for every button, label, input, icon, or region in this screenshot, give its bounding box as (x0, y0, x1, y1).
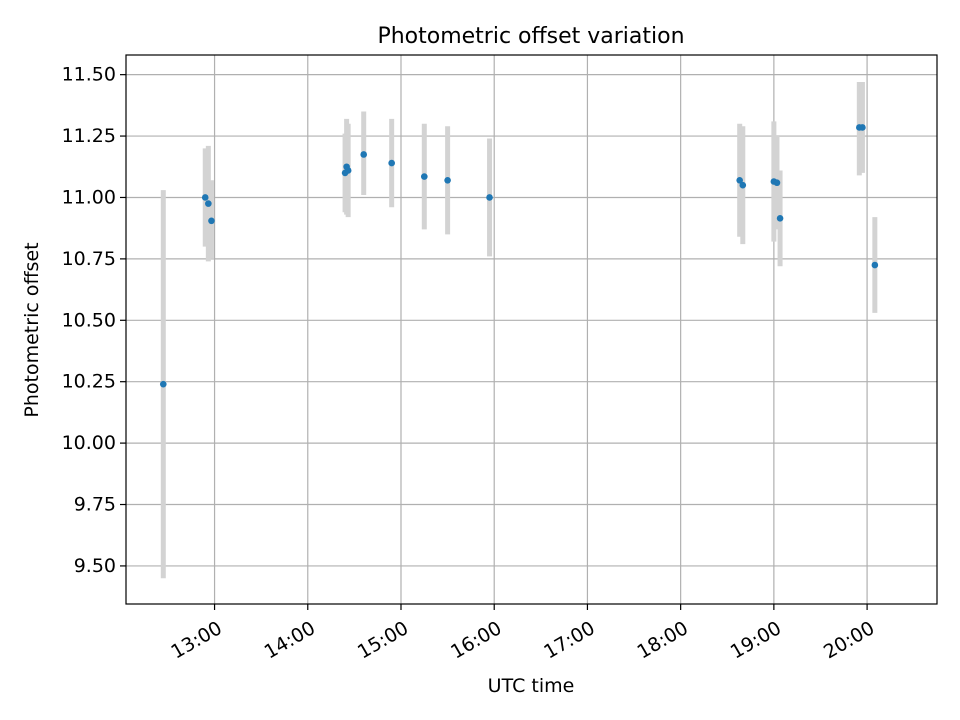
y-tick-label: 11.50 (62, 64, 116, 86)
data-point (344, 167, 352, 174)
data-point (444, 176, 451, 184)
data-point (736, 176, 743, 184)
data-point (159, 380, 167, 388)
data-point (486, 194, 493, 201)
data-point (776, 215, 784, 222)
data-point (205, 200, 212, 207)
data-point (360, 151, 368, 158)
y-tick-label: 10.75 (62, 248, 116, 270)
y-tick-label: 11.00 (62, 186, 116, 208)
y-tick-label: 9.50 (74, 555, 116, 577)
data-point (871, 261, 879, 269)
y-axis-ticks: 9.50 9.75 10.00 10.25 10.50 10.75 11.00 11.25 11… (62, 64, 126, 577)
y-tick-label: 9.75 (74, 494, 116, 516)
data-point (201, 194, 209, 201)
y-tick-label: 10.50 (62, 309, 116, 331)
data-point (208, 217, 215, 225)
data-point (739, 181, 747, 189)
data-point (773, 179, 781, 187)
y-axis-label: Photometric offset (21, 242, 43, 417)
grid-lines (126, 55, 937, 604)
data-points (159, 124, 879, 388)
y-tick-label: 10.25 (62, 371, 116, 393)
y-tick-label: 10.00 (62, 432, 116, 454)
chart-title: Photometric offset variation (377, 24, 684, 49)
y-tick-label: 11.25 (62, 125, 116, 147)
plot-frame (125, 54, 938, 605)
data-point (388, 159, 395, 167)
x-axis-label: UTC time (488, 675, 575, 697)
data-point (420, 173, 428, 180)
data-point (859, 124, 866, 131)
